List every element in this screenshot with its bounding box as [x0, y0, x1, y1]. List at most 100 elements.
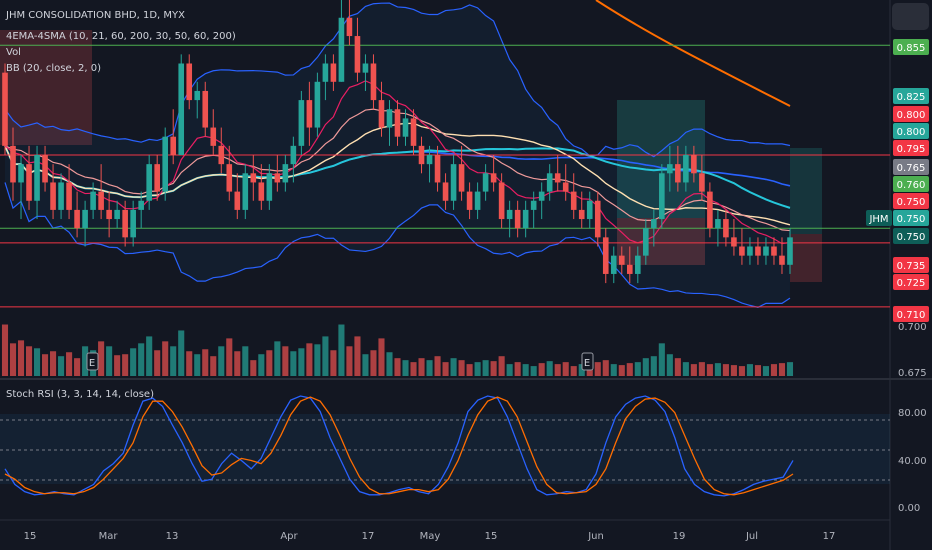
candle-body-50	[402, 118, 409, 137]
volume-bar-50	[402, 360, 409, 376]
candle-body-54	[434, 155, 441, 183]
sma200-line	[595, 0, 791, 107]
volume-bar-7	[58, 356, 65, 376]
bollinger-legend[interactable]: BB (20, close, 2, 0)	[6, 63, 101, 74]
volume-bar-28	[226, 338, 233, 376]
price-label-bg-1	[893, 88, 929, 104]
stoch-axis-label-0: 80.00	[898, 408, 927, 419]
candle-body-20	[162, 136, 169, 192]
candle-body-0	[2, 72, 8, 146]
candle-body-7	[58, 182, 64, 210]
volume-bar-77	[618, 365, 625, 376]
candle-body-33	[266, 173, 273, 201]
ticker-tag: JHM	[868, 214, 888, 225]
candle-body-85	[683, 155, 689, 183]
candle-body-91	[731, 237, 737, 247]
volume-bar-81	[650, 356, 657, 376]
x-tick-6: 15	[485, 531, 498, 542]
volume-bar-6	[50, 351, 57, 376]
stoch-d-line	[4, 396, 794, 496]
volume-bar-10	[82, 346, 89, 376]
candle-body-94	[755, 246, 761, 256]
volume-bar-41	[330, 350, 337, 376]
volume-bar-46	[370, 350, 377, 376]
volume-bar-33	[266, 350, 273, 376]
ema-sma-legend[interactable]: 4EMA-4SMA (10, 21, 60, 200, 30, 50, 60, …	[6, 31, 236, 42]
volume-bar-15	[122, 354, 129, 376]
earnings-marker-box-0	[86, 352, 99, 371]
candle-body-42	[338, 17, 345, 82]
candle-body-26	[210, 127, 217, 146]
stop-zone-box	[790, 234, 822, 282]
candle-body-55	[442, 182, 449, 201]
volume-bar-53	[426, 360, 433, 376]
candle-body-30	[242, 173, 249, 210]
candle-body-77	[618, 255, 625, 265]
x-tick-1: Mar	[99, 531, 119, 542]
volume-bar-35	[282, 346, 289, 376]
volume-bar-23	[186, 351, 193, 376]
price-label-bg-4	[893, 140, 929, 156]
x-tick-2: 13	[166, 531, 179, 542]
volume-bar-98	[786, 362, 794, 376]
price-label-bg-6	[893, 176, 929, 192]
volume-bar-94	[754, 365, 761, 376]
candle-body-23	[186, 63, 193, 101]
stoch-rsi-legend[interactable]: Stoch RSI (3, 3, 14, 14, close)	[6, 389, 154, 400]
candle-body-37	[298, 100, 305, 146]
volume-bar-67	[538, 363, 545, 376]
price-label-7: 0.750	[897, 197, 926, 208]
candle-body-52	[418, 145, 425, 165]
volume-bar-48	[386, 352, 393, 376]
volume-bar-97	[778, 363, 786, 376]
candle-body-89	[715, 219, 721, 229]
price-label-4: 0.795	[897, 144, 926, 155]
x-tick-7: Jun	[587, 531, 604, 542]
candle-body-22	[178, 63, 185, 155]
volume-bar-12	[98, 341, 105, 376]
candle-body-92	[739, 246, 745, 256]
x-tick-9: Jul	[745, 531, 758, 542]
bollinger-lower	[4, 182, 791, 309]
x-tick-4: 17	[362, 531, 375, 542]
chart-settings-button[interactable]	[892, 3, 929, 30]
candle-body-57	[458, 164, 465, 192]
x-tick-5: May	[420, 531, 441, 542]
candle-body-63	[506, 209, 513, 220]
x-tick-0: 15	[24, 531, 37, 542]
volume-bar-9	[74, 358, 81, 376]
candle-body-11	[90, 191, 96, 210]
candle-body-51	[410, 118, 417, 146]
volume-bar-43	[346, 346, 353, 376]
volume-bar-70	[562, 362, 569, 376]
price-label-6: 0.760	[897, 180, 926, 191]
volume-bar-24	[194, 354, 201, 376]
candle-body-46	[370, 63, 377, 101]
volume-bar-49	[394, 358, 401, 376]
candle-body-69	[554, 173, 561, 183]
candle-body-82	[659, 173, 665, 220]
candle-body-9	[74, 209, 80, 229]
candle-body-60	[482, 173, 489, 192]
candle-body-78	[626, 264, 633, 274]
volume-bar-0	[1, 324, 9, 376]
volume-legend[interactable]: Vol	[6, 47, 21, 58]
price-label-bg-11	[893, 274, 929, 290]
candle-body-19	[154, 164, 160, 192]
target-zone-box	[790, 148, 822, 234]
candle-body-6	[50, 182, 56, 210]
candle-body-53	[426, 155, 433, 165]
volume-bar-83	[666, 354, 673, 376]
candle-body-98	[787, 237, 793, 265]
earnings-marker-0: E	[89, 358, 95, 369]
volume-bar-61	[490, 361, 497, 376]
volume-bar-4	[33, 348, 41, 376]
candle-body-81	[651, 219, 657, 229]
volume-bar-8	[66, 352, 73, 376]
volume-bar-38	[306, 343, 313, 376]
candle-body-80	[643, 228, 649, 256]
volume-bar-56	[450, 358, 457, 376]
candle-body-25	[202, 90, 209, 128]
candle-body-16	[130, 209, 136, 238]
